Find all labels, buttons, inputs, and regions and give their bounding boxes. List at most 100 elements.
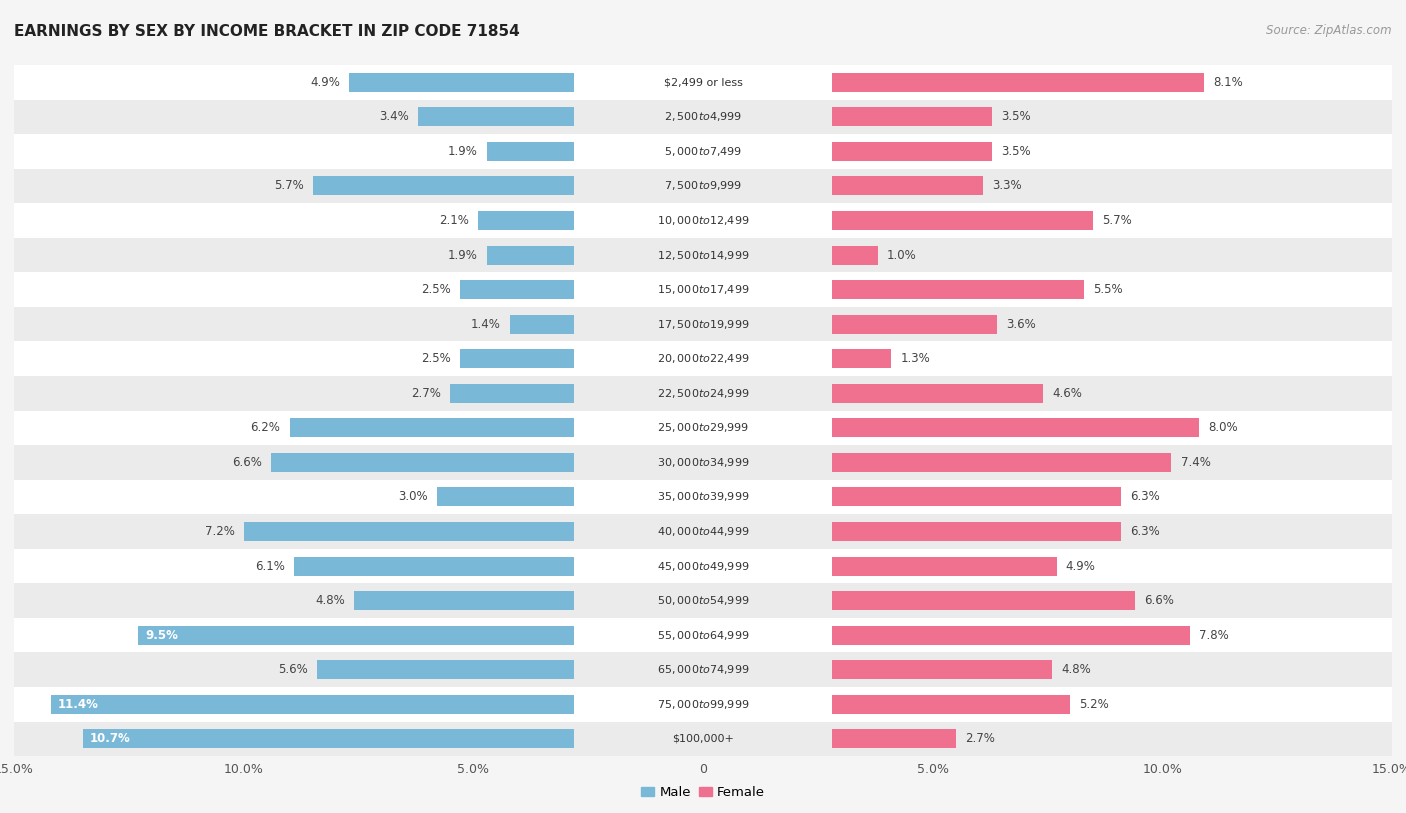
Bar <box>14 376 1392 411</box>
Bar <box>14 134 1392 169</box>
Text: 2.7%: 2.7% <box>412 387 441 400</box>
Bar <box>312 176 575 195</box>
Bar <box>418 107 575 126</box>
Bar <box>14 687 1392 722</box>
Bar <box>460 350 575 368</box>
Text: 9.5%: 9.5% <box>145 628 177 641</box>
Text: 6.6%: 6.6% <box>1144 594 1174 607</box>
Text: $25,000 to $29,999: $25,000 to $29,999 <box>657 421 749 434</box>
Text: 1.0%: 1.0% <box>887 249 917 262</box>
Text: $12,500 to $14,999: $12,500 to $14,999 <box>657 249 749 262</box>
Bar <box>831 591 1135 610</box>
Bar <box>831 729 956 748</box>
Text: $15,000 to $17,499: $15,000 to $17,499 <box>657 283 749 296</box>
Bar <box>14 722 1392 756</box>
Text: 7.2%: 7.2% <box>205 525 235 538</box>
Text: 5.6%: 5.6% <box>278 663 308 676</box>
Text: $100,000+: $100,000+ <box>672 734 734 744</box>
Text: Source: ZipAtlas.com: Source: ZipAtlas.com <box>1267 24 1392 37</box>
Text: $20,000 to $22,499: $20,000 to $22,499 <box>657 352 749 365</box>
Text: $45,000 to $49,999: $45,000 to $49,999 <box>657 559 749 572</box>
Bar <box>831 419 1199 437</box>
Text: 2.1%: 2.1% <box>439 214 468 227</box>
Bar <box>14 515 1392 549</box>
Text: 6.6%: 6.6% <box>232 456 262 469</box>
Text: 3.3%: 3.3% <box>993 180 1022 193</box>
Bar <box>831 315 997 333</box>
Text: 8.0%: 8.0% <box>1208 421 1237 434</box>
Bar <box>14 446 1392 480</box>
Bar <box>14 411 1392 446</box>
Bar <box>243 522 575 541</box>
Text: $75,000 to $99,999: $75,000 to $99,999 <box>657 698 749 711</box>
Bar <box>14 203 1392 237</box>
Text: 2.5%: 2.5% <box>420 283 450 296</box>
Text: 6.3%: 6.3% <box>1130 490 1160 503</box>
Bar <box>486 142 575 161</box>
Text: $5,000 to $7,499: $5,000 to $7,499 <box>664 145 742 158</box>
Text: 1.3%: 1.3% <box>900 352 931 365</box>
Bar <box>831 453 1171 472</box>
Text: 4.9%: 4.9% <box>1066 559 1095 572</box>
Bar <box>831 660 1052 679</box>
Text: 1.9%: 1.9% <box>449 249 478 262</box>
Bar <box>437 488 575 506</box>
Bar <box>831 246 877 264</box>
Text: $17,500 to $19,999: $17,500 to $19,999 <box>657 318 749 331</box>
Text: $50,000 to $54,999: $50,000 to $54,999 <box>657 594 749 607</box>
Text: $7,500 to $9,999: $7,500 to $9,999 <box>664 180 742 193</box>
Bar <box>450 384 575 402</box>
Bar <box>14 480 1392 515</box>
Text: 1.9%: 1.9% <box>449 145 478 158</box>
Legend: Male, Female: Male, Female <box>636 781 770 805</box>
Bar <box>831 522 1121 541</box>
Bar <box>354 591 575 610</box>
Bar <box>831 107 993 126</box>
Text: 6.2%: 6.2% <box>250 421 280 434</box>
Bar <box>831 384 1043 402</box>
Bar <box>831 626 1189 645</box>
Text: 4.9%: 4.9% <box>311 76 340 89</box>
Text: 3.4%: 3.4% <box>380 111 409 124</box>
Text: $40,000 to $44,999: $40,000 to $44,999 <box>657 525 749 538</box>
Text: 10.7%: 10.7% <box>90 733 131 746</box>
Text: 2.5%: 2.5% <box>420 352 450 365</box>
Bar <box>831 695 1070 714</box>
Text: 2.7%: 2.7% <box>965 733 994 746</box>
Bar <box>14 549 1392 584</box>
Bar <box>14 237 1392 272</box>
Text: 5.7%: 5.7% <box>274 180 304 193</box>
Bar <box>138 626 575 645</box>
Text: 1.4%: 1.4% <box>471 318 501 331</box>
Text: 5.5%: 5.5% <box>1094 283 1123 296</box>
Text: 6.1%: 6.1% <box>254 559 285 572</box>
Text: $2,500 to $4,999: $2,500 to $4,999 <box>664 111 742 124</box>
Text: $2,499 or less: $2,499 or less <box>664 77 742 87</box>
Bar <box>271 453 575 472</box>
Text: 3.5%: 3.5% <box>1001 145 1031 158</box>
Bar <box>831 350 891 368</box>
Text: 4.8%: 4.8% <box>315 594 344 607</box>
Text: EARNINGS BY SEX BY INCOME BRACKET IN ZIP CODE 71854: EARNINGS BY SEX BY INCOME BRACKET IN ZIP… <box>14 24 520 39</box>
Text: 8.1%: 8.1% <box>1213 76 1243 89</box>
Text: 5.2%: 5.2% <box>1080 698 1109 711</box>
Bar <box>14 169 1392 203</box>
Bar <box>14 99 1392 134</box>
Text: 4.8%: 4.8% <box>1062 663 1091 676</box>
Text: 7.8%: 7.8% <box>1199 628 1229 641</box>
Bar <box>318 660 575 679</box>
Bar <box>14 618 1392 652</box>
Bar <box>831 211 1094 230</box>
Bar <box>831 142 993 161</box>
Text: 4.6%: 4.6% <box>1052 387 1083 400</box>
Bar <box>294 557 575 576</box>
Bar <box>831 176 983 195</box>
Bar <box>14 307 1392 341</box>
Text: $10,000 to $12,499: $10,000 to $12,499 <box>657 214 749 227</box>
Bar <box>14 584 1392 618</box>
Bar <box>83 729 575 748</box>
Bar <box>14 65 1392 99</box>
Bar <box>14 652 1392 687</box>
Text: $22,500 to $24,999: $22,500 to $24,999 <box>657 387 749 400</box>
Text: 11.4%: 11.4% <box>58 698 98 711</box>
